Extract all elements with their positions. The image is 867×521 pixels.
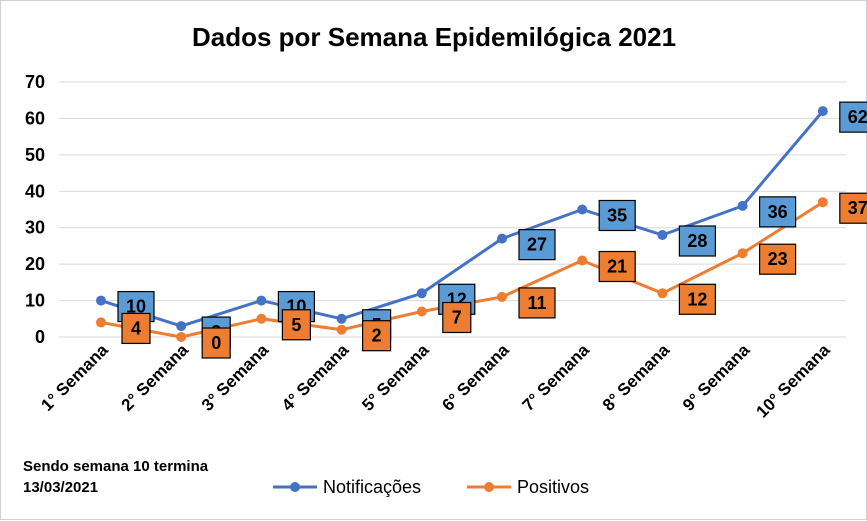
y-tick-label: 10 xyxy=(25,291,45,311)
legend-item-1: Notificações xyxy=(273,477,421,497)
x-tick-label: 4° Semana xyxy=(278,340,353,415)
x-tick-label: 8° Semana xyxy=(599,340,674,415)
legend-label: Notificações xyxy=(323,477,421,497)
data-point xyxy=(737,200,748,211)
x-tick-label: 6° Semana xyxy=(438,340,513,415)
data-point xyxy=(497,233,507,244)
data-label-text: 0 xyxy=(211,333,221,353)
data-label-box xyxy=(678,283,717,315)
x-tick-label: 2° Semana xyxy=(118,340,193,415)
y-tick-label: 50 xyxy=(25,145,45,165)
data-label-text: 4 xyxy=(131,318,141,338)
data-labels: 103105122735283662405271121122337 xyxy=(117,101,867,359)
data-point xyxy=(336,324,347,335)
x-axis-ticks: 1° Semana 2° Semana 3° Semana 4° Semana 5° S… xyxy=(37,340,834,421)
y-tick-label: 30 xyxy=(25,218,45,238)
x-tick-label: 7° Semana xyxy=(519,340,594,415)
data-label: 7 xyxy=(442,301,472,334)
data-point xyxy=(497,291,507,302)
data-label: 5 xyxy=(281,309,311,341)
data-label: 28 xyxy=(678,225,717,257)
y-tick-label: 60 xyxy=(25,108,45,128)
legend-label: Positivos xyxy=(517,477,589,497)
data-label: 37 xyxy=(839,192,867,224)
data-label-box xyxy=(839,192,867,224)
note-line-1: Sendo semana 10 termina xyxy=(23,458,209,475)
y-axis-ticks: 0 10 20 30 40 50 60 70 xyxy=(25,72,45,347)
legend-swatch-marker xyxy=(484,482,494,492)
data-label-text: 2 xyxy=(372,326,382,346)
data-point xyxy=(416,288,427,299)
y-tick-label: 40 xyxy=(25,181,45,201)
data-label-text: 28 xyxy=(687,231,707,251)
data-point xyxy=(817,197,828,208)
data-label: 11 xyxy=(518,287,556,319)
data-point xyxy=(256,313,267,324)
gridlines xyxy=(59,81,846,338)
data-label-text: 21 xyxy=(607,257,627,277)
legend-swatch-marker xyxy=(290,482,300,492)
data-label-box xyxy=(839,101,867,133)
data-point xyxy=(176,332,187,342)
data-label-text: 11 xyxy=(527,293,546,313)
data-point xyxy=(96,317,106,328)
data-point xyxy=(657,288,668,299)
data-point xyxy=(577,204,588,215)
data-label-text: 27 xyxy=(527,235,547,255)
data-label: 4 xyxy=(121,312,151,345)
data-label: 23 xyxy=(758,243,797,275)
data-label-box xyxy=(121,312,151,345)
data-point xyxy=(817,106,828,117)
data-label: 35 xyxy=(598,199,636,232)
data-label-box xyxy=(442,301,472,334)
legend: Notificações Positivos xyxy=(273,477,589,497)
data-label-text: 7 xyxy=(452,308,462,328)
data-point xyxy=(176,321,187,332)
data-point xyxy=(737,248,748,259)
data-label-text: 37 xyxy=(848,198,867,218)
data-label-text: 12 xyxy=(687,289,707,309)
data-label-text: 5 xyxy=(291,315,301,335)
y-tick-label: 70 xyxy=(25,72,45,92)
data-label: 2 xyxy=(362,320,392,352)
legend-item-2: Positivos xyxy=(467,477,589,497)
data-label-box xyxy=(518,229,556,261)
data-point xyxy=(256,295,267,306)
data-label: 62 xyxy=(839,101,867,133)
chart-title: Dados por Semana Epidemilógica 2021 xyxy=(192,22,676,52)
data-point xyxy=(577,255,588,266)
data-label-box xyxy=(281,309,311,341)
data-label-box xyxy=(758,243,797,275)
y-tick-label: 0 xyxy=(35,327,45,347)
data-label: 12 xyxy=(678,283,717,315)
x-tick-label: 9° Semana xyxy=(679,340,754,415)
data-label-text: 36 xyxy=(768,202,788,222)
data-label: 27 xyxy=(518,229,556,261)
data-label-box xyxy=(518,287,556,319)
data-label-box xyxy=(678,225,717,257)
data-label-box xyxy=(598,199,636,232)
data-point xyxy=(416,306,427,317)
y-tick-label: 20 xyxy=(25,254,45,274)
data-label: 36 xyxy=(758,196,797,228)
x-tick-label: 10° Semana xyxy=(753,340,834,421)
data-label: 0 xyxy=(201,327,231,359)
data-label-box xyxy=(201,327,231,359)
data-label-box xyxy=(362,320,392,352)
note-line-2: 13/03/2021 xyxy=(23,479,98,496)
data-point xyxy=(657,230,668,240)
data-label-text: 62 xyxy=(848,107,867,127)
data-point xyxy=(336,313,347,324)
data-point xyxy=(96,295,106,306)
data-label: 21 xyxy=(598,250,636,283)
data-label-text: 35 xyxy=(607,206,627,226)
x-tick-label: 1° Semana xyxy=(37,340,112,415)
series-line-1 xyxy=(100,110,824,328)
data-label-box xyxy=(758,196,797,228)
data-label-text: 10 xyxy=(126,297,146,317)
data-label-text: 23 xyxy=(768,249,788,269)
data-label-box xyxy=(598,250,636,283)
